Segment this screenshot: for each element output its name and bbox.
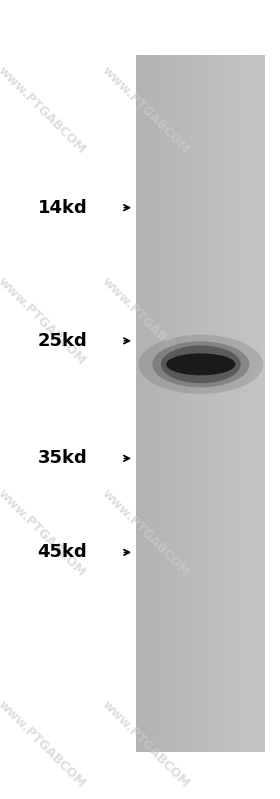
Bar xyxy=(227,55,228,752)
Bar xyxy=(212,55,214,752)
Bar xyxy=(207,55,209,752)
Bar xyxy=(246,55,248,752)
Bar xyxy=(183,55,185,752)
Bar xyxy=(235,55,236,752)
Bar xyxy=(191,55,193,752)
Bar xyxy=(230,55,231,752)
Bar xyxy=(257,55,259,752)
Text: 14kd: 14kd xyxy=(38,199,87,217)
Bar xyxy=(252,55,254,752)
Text: www.PTGABCOM: www.PTGABCOM xyxy=(99,698,192,790)
Text: www.PTGABCOM: www.PTGABCOM xyxy=(0,487,88,579)
Bar xyxy=(188,55,190,752)
Bar xyxy=(241,55,243,752)
Bar xyxy=(154,55,156,752)
Bar xyxy=(151,55,153,752)
Bar xyxy=(223,55,225,752)
Bar xyxy=(209,55,211,752)
Bar xyxy=(228,55,230,752)
Text: 25kd: 25kd xyxy=(38,332,87,350)
Bar xyxy=(193,55,194,752)
Bar xyxy=(233,55,235,752)
Bar xyxy=(194,55,196,752)
Bar xyxy=(159,55,161,752)
Bar xyxy=(244,55,246,752)
Bar xyxy=(144,55,146,752)
Bar xyxy=(206,55,207,752)
Bar xyxy=(238,55,239,752)
Bar xyxy=(178,55,180,752)
Bar xyxy=(172,55,174,752)
Bar xyxy=(143,55,144,752)
Bar xyxy=(146,55,148,752)
Ellipse shape xyxy=(166,353,235,376)
Bar xyxy=(262,55,263,752)
Bar xyxy=(215,55,217,752)
Bar xyxy=(167,55,169,752)
Bar xyxy=(222,55,223,752)
Bar xyxy=(198,55,199,752)
Text: 45kd: 45kd xyxy=(38,543,87,562)
Bar xyxy=(239,55,241,752)
Bar xyxy=(249,55,251,752)
Bar xyxy=(231,55,233,752)
Text: www.PTGABCOM: www.PTGABCOM xyxy=(99,487,192,579)
Bar xyxy=(157,55,159,752)
Bar xyxy=(177,55,178,752)
Bar xyxy=(201,55,202,752)
Bar xyxy=(190,55,191,752)
Bar xyxy=(218,55,220,752)
Ellipse shape xyxy=(138,335,263,394)
Text: www.PTGABCOM: www.PTGABCOM xyxy=(99,275,192,368)
Bar xyxy=(153,55,154,752)
Bar xyxy=(263,55,265,752)
Bar xyxy=(162,55,164,752)
Bar xyxy=(251,55,252,752)
Bar xyxy=(236,55,238,752)
Bar xyxy=(181,55,183,752)
Bar xyxy=(170,55,172,752)
Bar xyxy=(164,55,165,752)
Bar xyxy=(220,55,222,752)
Bar xyxy=(260,55,262,752)
Bar xyxy=(175,55,177,752)
Bar xyxy=(169,55,170,752)
Bar xyxy=(136,55,138,752)
Bar xyxy=(149,55,151,752)
Bar xyxy=(138,55,140,752)
Text: www.PTGABCOM: www.PTGABCOM xyxy=(0,63,88,156)
Bar xyxy=(185,55,186,752)
Bar xyxy=(211,55,212,752)
Bar xyxy=(259,55,260,752)
Bar xyxy=(202,55,204,752)
Text: www.PTGABCOM: www.PTGABCOM xyxy=(0,698,88,790)
Bar xyxy=(254,55,256,752)
Bar xyxy=(140,55,141,752)
Bar xyxy=(174,55,175,752)
Ellipse shape xyxy=(152,341,249,388)
Bar xyxy=(243,55,244,752)
Bar xyxy=(156,55,157,752)
Text: www.PTGABCOM: www.PTGABCOM xyxy=(99,63,192,156)
Ellipse shape xyxy=(161,345,241,384)
Text: www.PTGABCOM: www.PTGABCOM xyxy=(0,275,88,368)
Bar xyxy=(256,55,257,752)
Bar xyxy=(180,55,181,752)
Bar xyxy=(148,55,149,752)
Bar xyxy=(217,55,218,752)
Bar xyxy=(141,55,143,752)
Bar xyxy=(248,55,249,752)
Bar xyxy=(225,55,227,752)
Bar xyxy=(196,55,198,752)
Text: 35kd: 35kd xyxy=(38,449,87,467)
Bar xyxy=(165,55,167,752)
Bar xyxy=(186,55,188,752)
Bar xyxy=(161,55,162,752)
Bar xyxy=(214,55,215,752)
Bar xyxy=(199,55,201,752)
Bar xyxy=(204,55,206,752)
